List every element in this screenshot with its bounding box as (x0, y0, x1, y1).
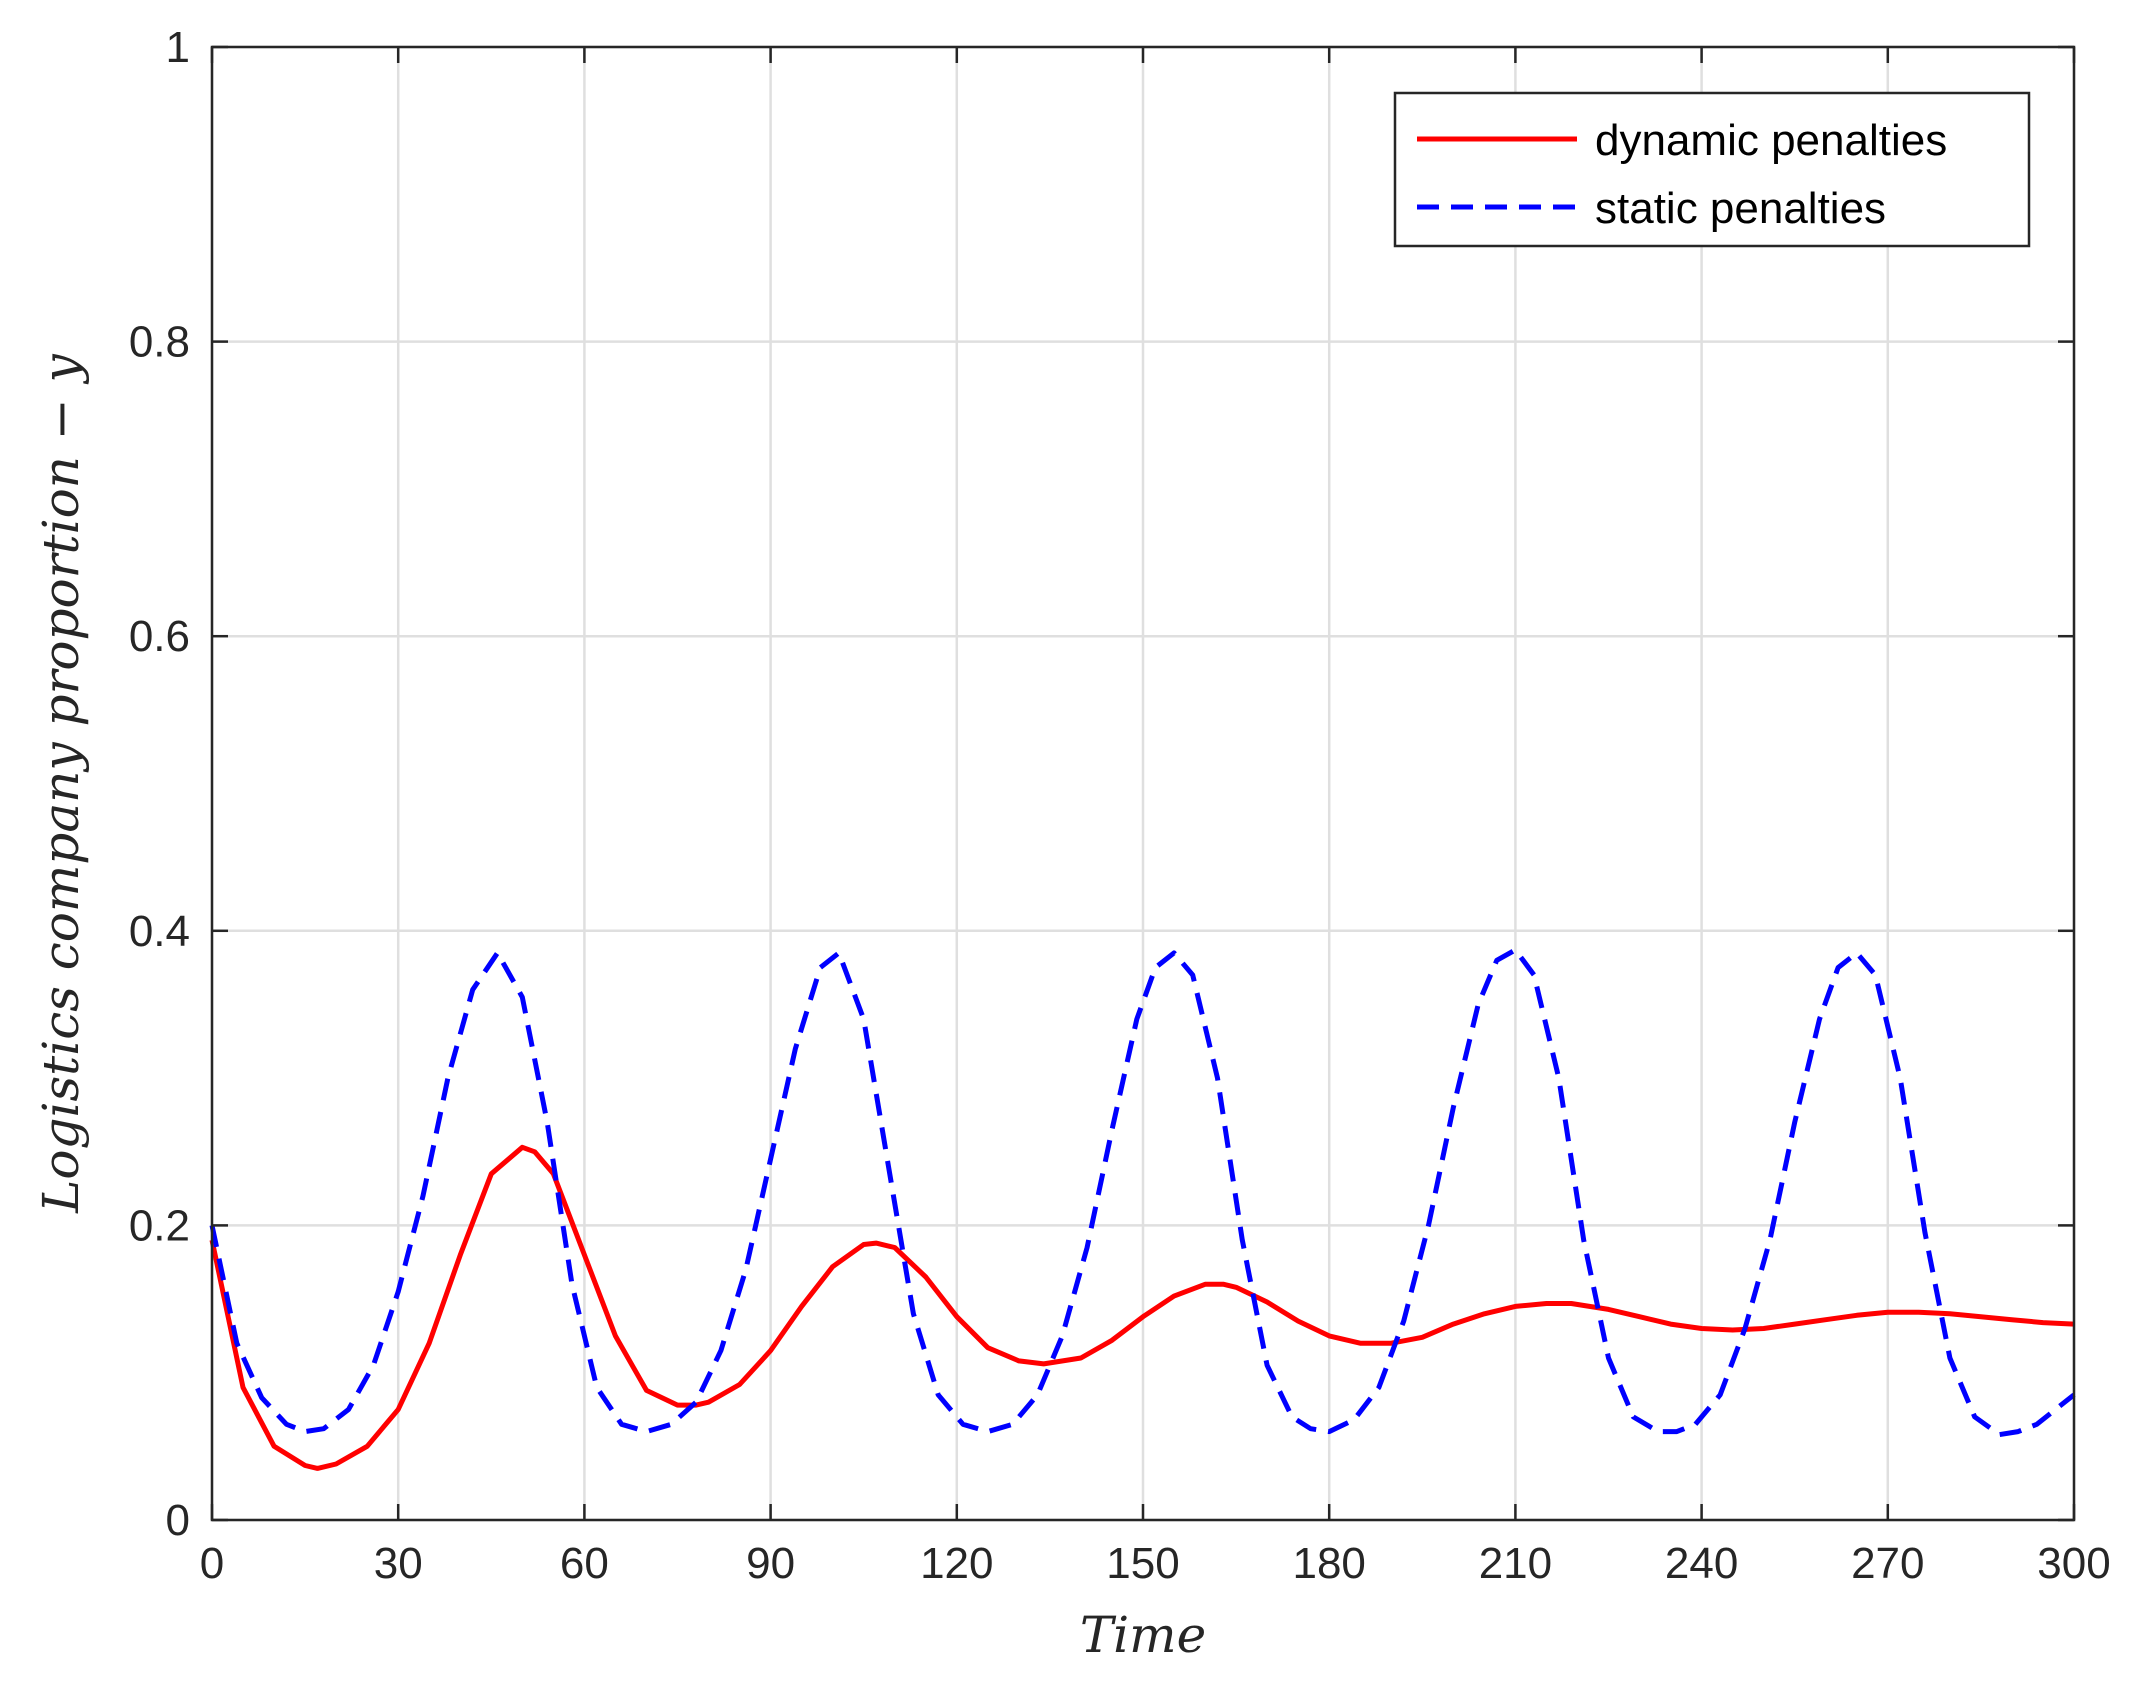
legend-box (1393, 91, 2031, 248)
legend-label: dynamic penalties (1595, 116, 1947, 165)
y-tick-label: 0.4 (129, 907, 190, 956)
x-tick-label: 210 (1479, 1539, 1552, 1588)
y-tick-label: 0.2 (129, 1201, 190, 1250)
y-tick-label: 1 (166, 23, 190, 72)
plot-lines (209, 947, 2076, 1471)
series-line-static-penalties (209, 947, 2076, 1438)
x-tick-label: 300 (2037, 1539, 2110, 1588)
y-tick-label: 0.8 (129, 318, 190, 367)
x-tick-label: 0 (200, 1539, 224, 1588)
y-tick-label: 0.6 (129, 612, 190, 661)
x-tick-label: 30 (374, 1539, 423, 1588)
x-tick-label: 150 (1106, 1539, 1179, 1588)
x-tick-label: 60 (560, 1539, 609, 1588)
x-tick-label: 270 (1851, 1539, 1924, 1588)
y-axis-title: Logistics company proportion − y (32, 353, 90, 1213)
x-tick-label: 240 (1665, 1539, 1738, 1588)
series-line-dynamic-penalties (209, 1144, 2075, 1471)
y-tick-label: 0 (166, 1496, 190, 1545)
x-tick-label: 120 (920, 1539, 993, 1588)
x-axis-title: Time (1080, 1606, 1206, 1664)
axis-ticks: 0 30 60 90 120 150 180 210 240 270 300 0 0.2 0.4 0.6 0.… (129, 23, 2111, 1588)
x-tick-label: 90 (746, 1539, 795, 1588)
legend: dynamic penalties static penalties (1393, 91, 2031, 248)
legend-label: static penalties (1595, 184, 1886, 233)
x-tick-label: 180 (1292, 1539, 1365, 1588)
